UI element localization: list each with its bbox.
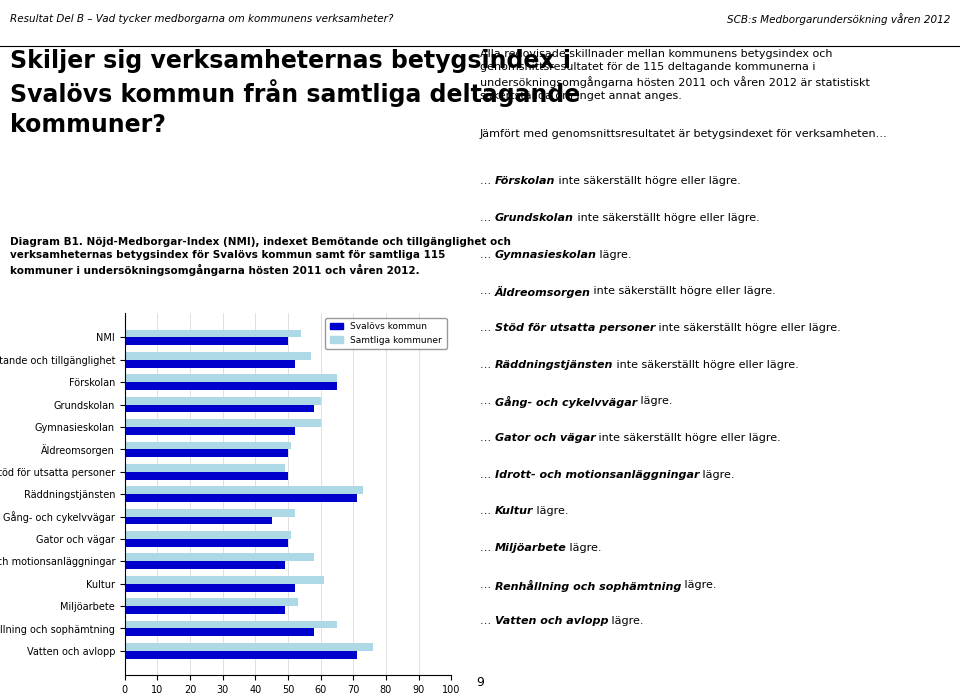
Bar bbox=[125, 651, 356, 658]
Bar bbox=[125, 553, 314, 561]
Bar bbox=[125, 382, 337, 390]
Text: Jämfört med genomsnittsresultatet är betygsindexet för verksamheten…: Jämfört med genomsnittsresultatet är bet… bbox=[480, 129, 888, 139]
Text: Kultur: Kultur bbox=[494, 507, 533, 516]
Text: Skiljer sig verksamheternas betygsindex i
Svalövs kommun från samtliga deltagand: Skiljer sig verksamheternas betygsindex … bbox=[10, 49, 580, 137]
Bar bbox=[125, 360, 295, 367]
Text: Renhållning och sophämtning: Renhållning och sophämtning bbox=[494, 580, 681, 592]
Text: …: … bbox=[480, 360, 494, 370]
Text: …: … bbox=[480, 470, 494, 480]
Text: Räddningstjänsten: Räddningstjänsten bbox=[494, 360, 613, 370]
Text: lägre.: lägre. bbox=[533, 507, 568, 516]
Text: …: … bbox=[480, 580, 494, 590]
Text: Vatten och avlopp: Vatten och avlopp bbox=[494, 617, 608, 626]
Bar bbox=[125, 494, 356, 502]
Text: Grundskolan: Grundskolan bbox=[494, 213, 573, 223]
Legend: Svalövs kommun, Samtliga kommuner: Svalövs kommun, Samtliga kommuner bbox=[325, 317, 446, 349]
Text: Gymnasieskolan: Gymnasieskolan bbox=[494, 250, 596, 260]
Text: inte säkerställt högre eller lägre.: inte säkerställt högre eller lägre. bbox=[655, 323, 841, 333]
Text: Gator och vägar: Gator och vägar bbox=[494, 433, 595, 443]
Text: …: … bbox=[480, 396, 494, 406]
Bar bbox=[125, 561, 285, 569]
Bar bbox=[125, 584, 295, 592]
Bar bbox=[125, 621, 337, 628]
Bar bbox=[125, 628, 314, 636]
Bar bbox=[125, 450, 288, 457]
Text: Resultat Del B – Vad tycker medborgarna om kommunens verksamheter?: Resultat Del B – Vad tycker medborgarna … bbox=[10, 15, 393, 24]
Text: Alla redovisade skillnader mellan kommunens betygsindex och
genomsnittsresultate: Alla redovisade skillnader mellan kommun… bbox=[480, 49, 870, 101]
Bar bbox=[125, 397, 321, 404]
Text: …: … bbox=[480, 323, 494, 333]
Text: inte säkerställt högre eller lägre.: inte säkerställt högre eller lägre. bbox=[573, 213, 759, 223]
Bar bbox=[125, 539, 288, 547]
Text: …: … bbox=[480, 433, 494, 443]
Bar bbox=[125, 487, 363, 494]
Bar bbox=[125, 643, 372, 651]
Text: lägre.: lägre. bbox=[681, 580, 716, 590]
Text: lägre.: lägre. bbox=[566, 543, 602, 553]
Text: lägre.: lägre. bbox=[596, 250, 632, 260]
Bar bbox=[125, 374, 337, 382]
Bar bbox=[125, 352, 311, 360]
Text: lägre.: lägre. bbox=[636, 396, 672, 406]
Text: SCB:s Medborgarundersökning våren 2012: SCB:s Medborgarundersökning våren 2012 bbox=[727, 13, 950, 26]
Text: …: … bbox=[480, 543, 494, 553]
Bar bbox=[125, 576, 324, 584]
Bar bbox=[125, 427, 295, 435]
Text: inte säkerställt högre eller lägre.: inte säkerställt högre eller lägre. bbox=[613, 360, 799, 370]
Bar bbox=[125, 516, 272, 524]
Text: Stöd för utsatta personer: Stöd för utsatta personer bbox=[494, 323, 655, 333]
Text: inte säkerställt högre eller lägre.: inte säkerställt högre eller lägre. bbox=[595, 433, 781, 443]
Text: …: … bbox=[480, 176, 494, 187]
Text: lägre.: lägre. bbox=[608, 617, 643, 626]
Bar bbox=[125, 441, 291, 450]
Text: Förskolan: Förskolan bbox=[494, 176, 555, 187]
Bar bbox=[125, 419, 321, 427]
Text: …: … bbox=[480, 617, 494, 626]
Bar bbox=[125, 509, 295, 516]
Text: …: … bbox=[480, 507, 494, 516]
Text: Miljöarbete: Miljöarbete bbox=[494, 543, 566, 553]
Text: inte säkerställt högre eller lägre.: inte säkerställt högre eller lägre. bbox=[555, 176, 741, 187]
Bar bbox=[125, 330, 301, 338]
Bar bbox=[125, 464, 285, 472]
Bar bbox=[125, 404, 314, 413]
Text: Idrott- och motionsanläggningar: Idrott- och motionsanläggningar bbox=[494, 470, 699, 480]
Text: Gång- och cykelvvägar: Gång- och cykelvvägar bbox=[494, 396, 636, 409]
Text: …: … bbox=[480, 286, 494, 296]
Text: lägre.: lägre. bbox=[699, 470, 734, 480]
Bar bbox=[125, 338, 288, 345]
Text: inte säkerställt högre eller lägre.: inte säkerställt högre eller lägre. bbox=[590, 286, 777, 296]
Bar bbox=[125, 606, 285, 614]
Text: Diagram B1. Nöjd-Medborgar-Index (NMI), indexet Bemötande och tillgänglighet och: Diagram B1. Nöjd-Medborgar-Index (NMI), … bbox=[10, 237, 511, 276]
Bar bbox=[125, 599, 298, 606]
Text: Äldreomsorgen: Äldreomsorgen bbox=[494, 286, 590, 299]
Text: …: … bbox=[480, 250, 494, 260]
Text: …: … bbox=[480, 213, 494, 223]
Bar bbox=[125, 472, 288, 480]
Bar bbox=[125, 531, 291, 539]
Text: 9: 9 bbox=[476, 676, 484, 688]
